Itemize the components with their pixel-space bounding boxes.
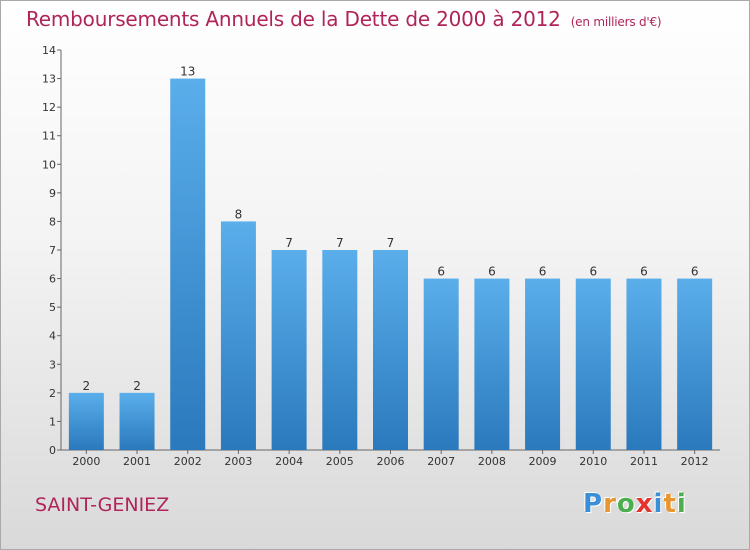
logo-letter: P xyxy=(583,489,604,519)
data-label: 13 xyxy=(180,65,195,79)
data-label: 7 xyxy=(336,236,344,250)
y-tick-label: 7 xyxy=(49,244,56,257)
bar xyxy=(322,250,358,450)
data-label: 6 xyxy=(488,265,496,279)
y-tick-label: 4 xyxy=(49,330,56,343)
y-tick-label: 9 xyxy=(49,187,56,200)
logo-letter: r xyxy=(603,489,617,519)
y-tick-label: 13 xyxy=(42,73,56,86)
logo-letter: o xyxy=(616,489,636,519)
y-tick-label: 10 xyxy=(42,158,56,171)
data-label: 2 xyxy=(83,379,91,393)
logo-letter: i xyxy=(653,489,664,519)
y-tick-label: 6 xyxy=(49,273,56,286)
data-label: 8 xyxy=(235,207,243,221)
x-tick-label: 2004 xyxy=(275,455,303,468)
bar xyxy=(423,278,459,450)
logo-letter: x xyxy=(635,489,654,519)
x-tick-label: 2011 xyxy=(630,455,658,468)
y-tick-label: 11 xyxy=(42,130,56,143)
x-tick-label: 2007 xyxy=(427,455,455,468)
bar xyxy=(474,278,510,450)
y-tick-label: 8 xyxy=(49,215,56,228)
data-label: 2 xyxy=(133,379,141,393)
data-label: 7 xyxy=(387,236,395,250)
bar xyxy=(677,278,713,450)
x-tick-label: 2001 xyxy=(123,455,151,468)
bar xyxy=(271,250,307,450)
x-tick-label: 2012 xyxy=(681,455,709,468)
data-label: 7 xyxy=(285,236,293,250)
chart-title: Remboursements Annuels de la Dette de 20… xyxy=(26,7,662,31)
logo-letter: i xyxy=(676,489,687,519)
x-tick-label: 2008 xyxy=(478,455,506,468)
y-tick-label: 2 xyxy=(49,387,56,400)
proxiti-logo: Proxiti xyxy=(583,489,687,519)
data-label: 6 xyxy=(640,265,648,279)
y-tick-label: 0 xyxy=(49,444,56,457)
data-label: 6 xyxy=(691,265,699,279)
bar xyxy=(68,392,104,450)
bar xyxy=(626,278,662,450)
x-tick-label: 2009 xyxy=(529,455,557,468)
x-tick-label: 2010 xyxy=(579,455,607,468)
city-name: SAINT-GENIEZ xyxy=(35,494,170,516)
chart-title-text: Remboursements Annuels de la Dette de 20… xyxy=(26,7,561,31)
data-label: 6 xyxy=(437,265,445,279)
y-tick-label: 14 xyxy=(42,44,56,57)
data-label: 6 xyxy=(589,265,597,279)
x-tick-label: 2003 xyxy=(224,455,252,468)
y-tick-label: 5 xyxy=(49,301,56,314)
chart-title-unit: (en milliers d'€) xyxy=(570,15,662,29)
bar xyxy=(575,278,611,450)
y-tick-label: 1 xyxy=(49,415,56,428)
x-tick-label: 2000 xyxy=(72,455,100,468)
logo-letter: t xyxy=(663,489,677,519)
bar xyxy=(119,392,155,450)
bar xyxy=(373,250,408,450)
bar xyxy=(220,221,256,450)
bar xyxy=(525,278,561,450)
x-tick-label: 2005 xyxy=(326,455,354,468)
y-tick-label: 3 xyxy=(49,358,56,371)
x-tick-label: 2002 xyxy=(174,455,202,468)
bar xyxy=(170,78,206,451)
x-tick-label: 2006 xyxy=(377,455,405,468)
data-label: 6 xyxy=(539,265,547,279)
y-tick-label: 12 xyxy=(42,101,56,114)
